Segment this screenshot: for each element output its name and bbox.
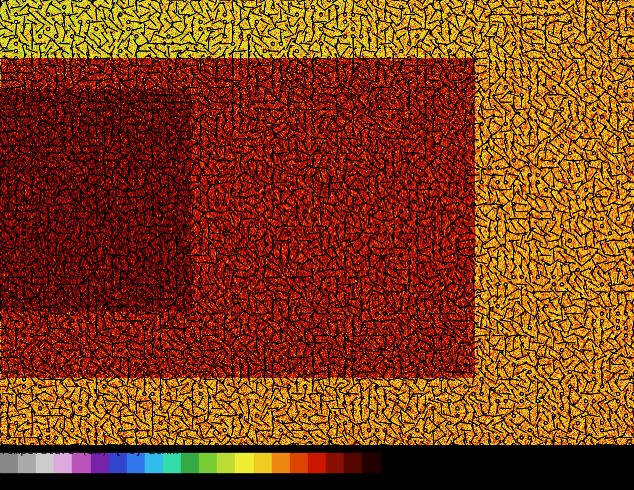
Bar (272, 453, 290, 472)
Bar (127, 453, 145, 472)
Text: -22: -22 (21, 477, 39, 487)
Bar (254, 453, 272, 472)
Bar (344, 453, 362, 472)
Text: -10: -10 (81, 477, 99, 487)
Bar (199, 453, 217, 472)
Bar (290, 453, 308, 472)
Bar (91, 453, 108, 472)
Text: 12: 12 (195, 477, 206, 487)
Text: 0: 0 (137, 477, 143, 487)
Bar (108, 453, 127, 472)
Bar (235, 453, 254, 472)
Bar (217, 453, 235, 472)
Bar (55, 453, 72, 472)
Bar (145, 453, 163, 472)
Text: 48: 48 (375, 477, 386, 487)
Bar (181, 453, 199, 472)
Bar (18, 453, 36, 472)
Bar (72, 453, 91, 472)
Bar (163, 453, 181, 472)
Bar (0, 453, 18, 472)
Text: 26: 26 (264, 477, 276, 487)
Text: 38: 38 (325, 477, 336, 487)
Bar (362, 453, 380, 472)
Text: We 26-06-2024 00:00 UTC (00+120): We 26-06-2024 00:00 UTC (00+120) (418, 446, 634, 456)
Bar (36, 453, 55, 472)
Bar (326, 453, 344, 472)
Text: Temperature (2m) [°C] ECMWF: Temperature (2m) [°C] ECMWF (0, 446, 182, 456)
Bar (308, 453, 326, 472)
Text: -28: -28 (0, 477, 9, 487)
